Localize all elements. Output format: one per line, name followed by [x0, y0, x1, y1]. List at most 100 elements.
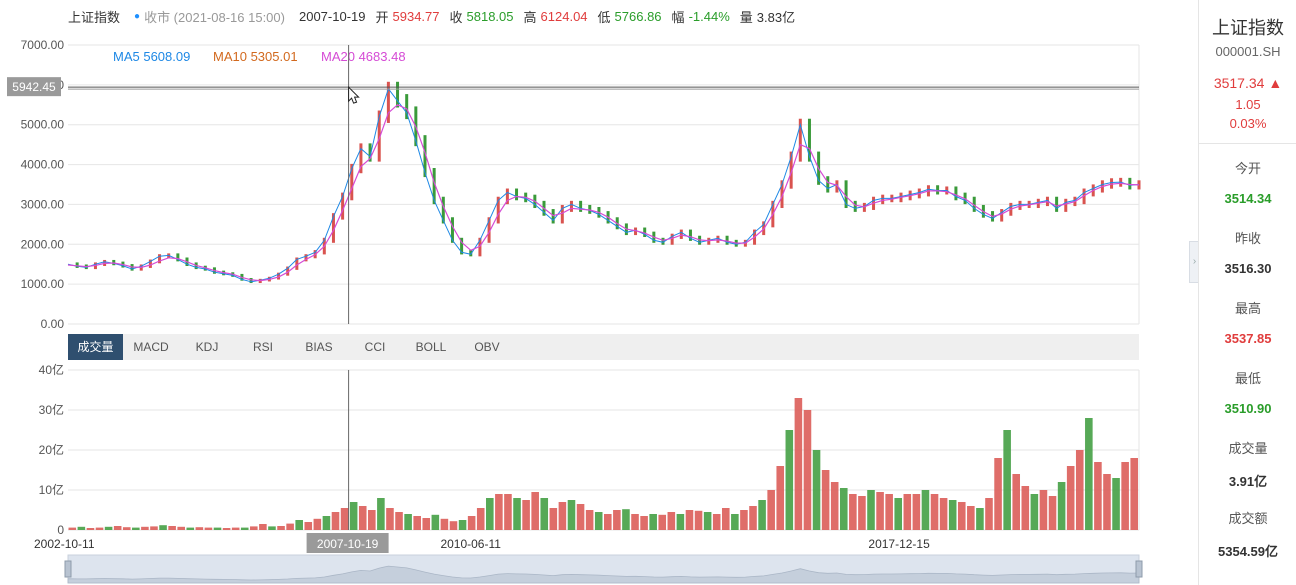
date-tick-label: 2010-06-11: [440, 537, 501, 551]
tab-5[interactable]: CCI: [364, 340, 386, 354]
volume-bar: [95, 527, 104, 530]
stat-3: 最低 3510.90: [1199, 354, 1296, 424]
divider: [1199, 143, 1296, 144]
volume-bar: [476, 508, 485, 530]
volume-bar: [513, 498, 521, 530]
volume-bar: [213, 527, 222, 530]
date-axis: 2002-10-11 2007-10-19 2010-06-11 2017-12-15: [34, 533, 930, 553]
tab-2[interactable]: KDJ: [195, 340, 219, 354]
price-tick-label: 3000.00: [21, 197, 65, 211]
volume-bar: [295, 520, 303, 530]
volume-bar: [685, 510, 694, 530]
date-tick-label: 2002-10-11: [34, 537, 95, 551]
volume-bar: [694, 510, 703, 530]
volume-bar: [567, 500, 576, 530]
volume-bar: [1112, 478, 1120, 530]
volume-bar: [576, 504, 585, 530]
arrow-up-icon: ▲: [1268, 75, 1283, 91]
low-value: 5766.86: [614, 8, 662, 24]
volume-bar: [767, 490, 775, 530]
tab-4[interactable]: BIAS: [305, 340, 333, 354]
volume-bar: [1121, 462, 1129, 530]
stat-label: 最低: [1234, 371, 1261, 386]
volume-bar: [939, 498, 948, 530]
volume-bar: [867, 490, 875, 530]
stat-label: 最高: [1234, 301, 1261, 316]
cursor-date-box: [306, 533, 389, 553]
volume-bar: [1130, 458, 1138, 530]
price-tick-label: 1000.00: [21, 277, 65, 291]
volume-bar: [240, 527, 249, 530]
sidebar-percent: 0.03%: [1229, 116, 1267, 131]
price-series[interactable]: [67, 81, 1141, 284]
date-tick-label: 2017-12-15: [868, 537, 930, 551]
price-tick-label: 0.00: [41, 317, 65, 331]
volume-bar: [785, 430, 794, 530]
volume-bar: [1057, 482, 1066, 530]
volume-bar: [395, 512, 403, 530]
stat-1: 昨收 3516.30: [1199, 214, 1296, 284]
volume-bar: [1094, 462, 1102, 530]
stat-2: 最高 3537.85: [1199, 284, 1296, 354]
tab-3[interactable]: RSI: [252, 340, 273, 354]
stat-value: 3.91亿: [1228, 474, 1268, 489]
tab-7[interactable]: OBV: [474, 340, 500, 354]
navigator-sparkline: [67, 565, 1140, 584]
volume-bar: [948, 500, 957, 530]
volume-bar: [676, 514, 685, 530]
volume-bar: [259, 524, 267, 530]
volume-bar: [204, 527, 213, 530]
volume-bars[interactable]: [68, 398, 1139, 530]
volume-bar: [440, 518, 449, 530]
price-tick-label: 4000.00: [21, 158, 65, 172]
stat-5: 成交额 5354.59亿: [1199, 494, 1296, 564]
volume-label: 量: [739, 9, 753, 25]
last-price: 3517.34: [1213, 75, 1265, 91]
tab-0[interactable]: 成交量: [68, 334, 123, 360]
tab-6[interactable]: BOLL: [415, 340, 447, 354]
volume-bar: [821, 470, 830, 530]
chevron-right-icon: ›: [1192, 256, 1197, 267]
volume-bar: [1021, 486, 1030, 530]
volume-bar: [113, 526, 122, 530]
collapse-panel-button[interactable]: ›: [1189, 241, 1199, 283]
volume-bar: [749, 506, 757, 530]
range-value: -1.44%: [688, 8, 730, 24]
volume-bar: [703, 512, 712, 530]
volume-bar: [640, 516, 648, 530]
volume-bar: [858, 496, 866, 530]
range-navigator[interactable]: [64, 554, 1143, 584]
volume-bar: [731, 514, 739, 530]
volume-bar: [994, 458, 1002, 530]
volume-bar: [1075, 450, 1084, 530]
sidebar-title: 上证指数: [1212, 18, 1284, 38]
kline-chart[interactable]: 7000.006000.005000.004000.003000.002000.…: [0, 0, 1190, 585]
ma-legend-item: MA20 4683.48: [321, 49, 406, 64]
volume-tick-label: 40亿: [39, 362, 64, 377]
price-tick-label: 7000.00: [21, 38, 65, 52]
volume-tick-label: 10亿: [39, 482, 64, 497]
volume-tick-label: 20亿: [39, 442, 64, 457]
volume-bar: [930, 494, 939, 530]
volume-bar: [649, 514, 657, 530]
tab-1[interactable]: MACD: [133, 340, 169, 354]
volume-bar: [195, 527, 204, 530]
close-line: [67, 87, 1140, 283]
ma-legend-item: MA10 5305.01: [213, 49, 298, 64]
volume-bar: [231, 527, 240, 530]
volume-bar: [1103, 474, 1111, 530]
volume-bar: [967, 506, 975, 530]
high-label: 高: [523, 9, 537, 25]
volume-bar: [286, 523, 294, 530]
volume-bar: [1012, 474, 1021, 530]
indicator-tabs: 成交量 MACD KDJ RSI BIAS CCI BOLL OBV: [68, 334, 1139, 360]
volume-bar: [1085, 418, 1093, 530]
cursor-price-label: 5942.45: [12, 80, 56, 94]
volume-value: 3.83亿: [756, 9, 796, 25]
high-value: 6124.04: [540, 8, 588, 24]
price-tick-label: 5000.00: [21, 118, 65, 132]
volume-bar: [386, 508, 394, 530]
volume-bar: [340, 508, 349, 530]
volume-bar: [486, 498, 494, 530]
volume-bar: [404, 514, 412, 530]
